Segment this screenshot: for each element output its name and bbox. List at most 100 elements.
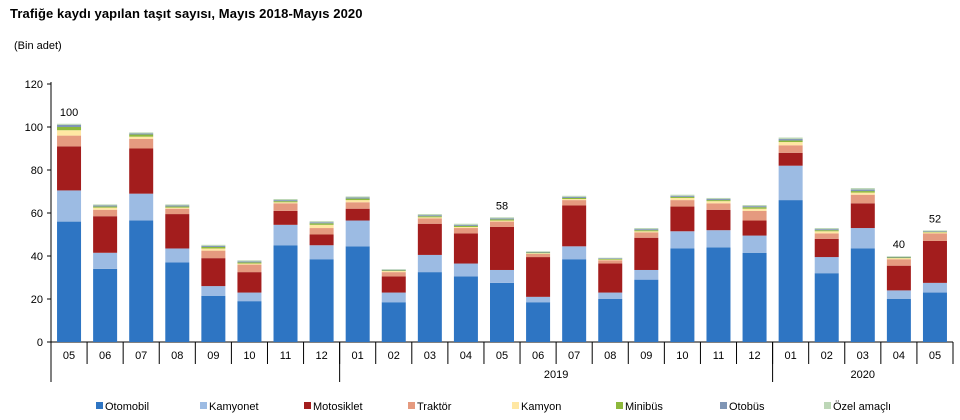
total-annotation: 52 <box>929 213 941 225</box>
bar-segment <box>345 196 370 198</box>
bar-segment <box>93 209 118 217</box>
bar-segment <box>922 230 947 232</box>
x-tick-label: 04 <box>893 350 905 362</box>
y-tick-label: 120 <box>25 79 43 91</box>
bar-segment <box>453 233 478 264</box>
bar-segment <box>129 148 154 194</box>
bar-segment <box>237 301 262 342</box>
bar-segment <box>850 188 875 190</box>
bar-segment <box>237 263 262 265</box>
bar-segment <box>93 207 118 210</box>
bar-segment <box>453 224 478 226</box>
bar-segment <box>490 218 514 220</box>
bar-segment <box>57 123 82 125</box>
bar-segment <box>922 240 947 283</box>
bar-segment <box>886 256 911 258</box>
x-tick-label: 09 <box>207 350 219 362</box>
bar-segment <box>381 270 406 272</box>
bar-segment <box>57 190 82 222</box>
bar-segment <box>57 127 82 131</box>
y-tick-label: 100 <box>25 122 43 134</box>
x-tick-label: 03 <box>424 350 436 362</box>
bar-segment <box>706 201 731 204</box>
bar-segment <box>706 247 731 342</box>
bar-segment <box>381 272 406 277</box>
bar-segment <box>778 139 803 141</box>
legend-swatch <box>304 402 311 409</box>
bar-segment <box>886 290 911 299</box>
bar-segment <box>598 299 623 342</box>
bar-segment <box>598 258 623 260</box>
bar-segment <box>922 231 947 233</box>
x-tick-label: 11 <box>280 350 291 362</box>
bar-segment <box>129 132 154 134</box>
bar-segment <box>165 206 190 208</box>
x-tick-label: 01 <box>352 350 364 362</box>
bar-segment <box>742 220 767 236</box>
bar-segment <box>201 248 226 251</box>
x-tick-label: 10 <box>243 350 255 362</box>
bar-segment <box>526 251 551 253</box>
bar-segment <box>57 130 82 136</box>
bar-segment <box>778 142 803 146</box>
bar-segment <box>886 299 911 342</box>
bar-segment <box>93 216 118 253</box>
bar-segment <box>526 251 551 252</box>
bar-segment <box>526 302 551 342</box>
bar-segment <box>670 231 695 249</box>
bar-segment <box>453 263 478 277</box>
legend-swatch <box>512 402 519 409</box>
bar-segment <box>237 261 262 263</box>
bar-segment <box>634 232 659 238</box>
bar-segment <box>201 246 226 249</box>
bar-segment <box>165 208 190 215</box>
bar-segment <box>201 286 226 296</box>
legend-swatch <box>200 402 207 409</box>
bar-segment <box>129 193 154 221</box>
x-tick-label: 06 <box>532 350 544 362</box>
bar-segment <box>742 208 767 211</box>
bar-segment <box>417 223 442 255</box>
bar-segment <box>345 198 370 201</box>
bar-segment <box>598 260 623 264</box>
bar-segment <box>93 205 118 207</box>
bar-segment <box>886 256 911 257</box>
bar-segment <box>381 292 406 303</box>
bar-segment <box>490 221 514 227</box>
y-axis-unit-label: (Bin adet) <box>14 40 62 52</box>
bar-segment <box>706 199 731 201</box>
bar-segment <box>237 262 262 264</box>
bar-segment <box>309 222 334 224</box>
bar-segment <box>562 200 587 206</box>
bar-segment <box>706 197 731 200</box>
bar-segment <box>526 253 551 258</box>
bar-segment <box>345 202 370 209</box>
bar-segment <box>381 271 406 273</box>
bar-segment <box>93 252 118 269</box>
bar-segment <box>778 165 803 201</box>
bar-segment <box>237 272 262 293</box>
bar-segment <box>309 221 334 223</box>
x-tick-label: 05 <box>63 350 75 362</box>
legend-label: Motosiklet <box>313 401 363 413</box>
bar-segment <box>165 205 190 207</box>
legend-label: Otomobil <box>105 401 149 413</box>
bar-segment <box>237 264 262 273</box>
x-tick-label: 02 <box>388 350 400 362</box>
bar-segment <box>273 201 298 203</box>
bar-segment <box>309 259 334 342</box>
bar-segment <box>634 230 659 232</box>
bar-segment <box>742 207 767 209</box>
bar-segment <box>562 246 587 260</box>
bar-segment <box>922 232 947 234</box>
bar-segment <box>922 233 947 241</box>
bar-segment <box>273 203 298 211</box>
bar-segment <box>814 229 839 231</box>
bar-segment <box>778 140 803 143</box>
bar-segment <box>706 230 731 248</box>
bar-segment <box>850 191 875 193</box>
bar-segment <box>453 226 478 229</box>
bar-segment <box>742 205 767 207</box>
bar-segment <box>634 231 659 233</box>
bar-segment <box>93 268 118 342</box>
